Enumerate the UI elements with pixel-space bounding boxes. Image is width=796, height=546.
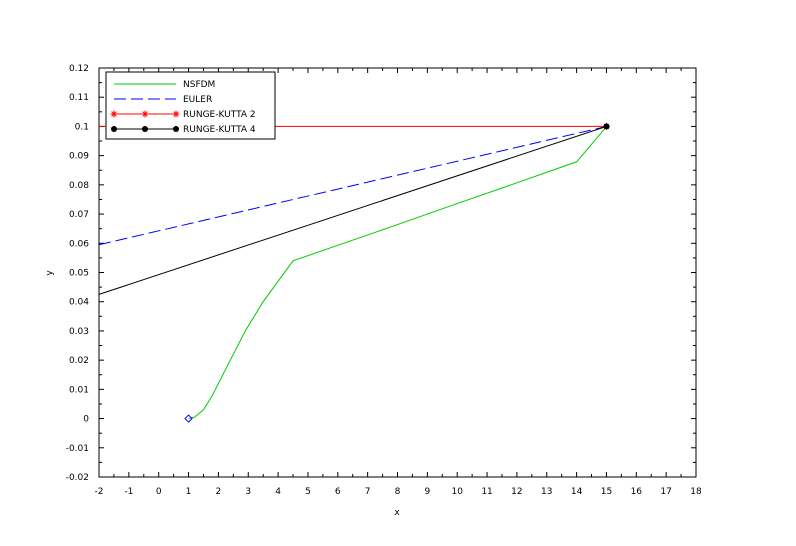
legend-marker <box>111 126 117 132</box>
x-tick-label: 4 <box>275 487 281 497</box>
x-tick-label: 2 <box>216 487 222 497</box>
x-tick-label: 3 <box>245 487 251 497</box>
x-tick-label: 0 <box>156 487 162 497</box>
legend-marker-stroke <box>142 111 148 117</box>
y-tick-label: 0.08 <box>69 181 89 191</box>
legend-box <box>105 71 276 140</box>
y-tick-label: 0.07 <box>69 210 89 220</box>
dot-marker <box>603 123 610 130</box>
legend-marker <box>110 110 118 118</box>
y-tick-label: 0.05 <box>69 269 89 279</box>
x-tick-label: 15 <box>601 487 612 497</box>
series-line-nsfdm <box>188 126 607 420</box>
legend-marker <box>172 110 180 118</box>
x-tick-label: 13 <box>541 487 552 497</box>
x-tick-label: 11 <box>481 487 492 497</box>
x-tick-label: 9 <box>424 487 430 497</box>
y-tick-label: -0.02 <box>66 473 89 483</box>
marker-group <box>184 122 610 423</box>
legend-label: RUNGE-KUTTA 2 <box>183 110 256 120</box>
x-axis-title: x <box>394 508 400 518</box>
y-tick-label: 0.06 <box>69 239 89 249</box>
x-tick-label: 10 <box>451 487 463 497</box>
y-tick-label: 0.04 <box>69 298 89 308</box>
x-tick-label: 5 <box>305 487 311 497</box>
axis-ticks: -2 -1 0 1 2 3 4 5 6 7 8 9 10 11 12 13 14 15 16 17 18-0.02-0.… <box>66 64 702 497</box>
y-tick-label: 0.11 <box>69 93 89 103</box>
series-line-runge-kutta-4 <box>98 125 607 295</box>
y-tick-label: 0 <box>83 415 89 425</box>
x-tick-label: 18 <box>690 487 702 497</box>
x-tick-label: 8 <box>395 487 401 497</box>
x-tick-label: 1 <box>186 487 192 497</box>
legend-marker <box>173 126 179 132</box>
diamond-marker <box>184 414 193 423</box>
legend-marker <box>142 126 148 132</box>
x-tick-label: 6 <box>335 487 341 497</box>
y-tick-label: -0.01 <box>66 444 89 454</box>
y-axis-title: y <box>45 270 55 276</box>
x-tick-label: -1 <box>124 487 133 497</box>
x-tick-label: 14 <box>571 487 583 497</box>
series-line-euler <box>98 125 607 246</box>
y-tick-label: 0.09 <box>69 152 89 162</box>
y-tick-label: 0.01 <box>69 385 89 395</box>
y-tick-label: 0.1 <box>75 122 89 132</box>
x-tick-label: 7 <box>365 487 371 497</box>
y-tick-label: 0.12 <box>69 64 89 74</box>
x-tick-label: -2 <box>95 487 104 497</box>
x-tick-label: 12 <box>511 487 522 497</box>
legend-label: EULER <box>183 95 212 105</box>
y-tick-label: 0.02 <box>69 356 89 366</box>
legend-label: NSFDM <box>183 80 215 90</box>
y-tick-label: 0.03 <box>69 327 89 337</box>
legend-marker-stroke <box>173 111 179 117</box>
legend-marker-stroke <box>111 111 117 117</box>
x-tick-label: 17 <box>660 487 671 497</box>
legend-label: RUNGE-KUTTA 4 <box>183 125 256 135</box>
legend: NSFDM EULER RUNGE-KUTTA 2 RUNGE-KUTTA 4 <box>105 71 276 140</box>
legend-marker <box>141 110 149 118</box>
x-tick-label: 16 <box>631 487 643 497</box>
